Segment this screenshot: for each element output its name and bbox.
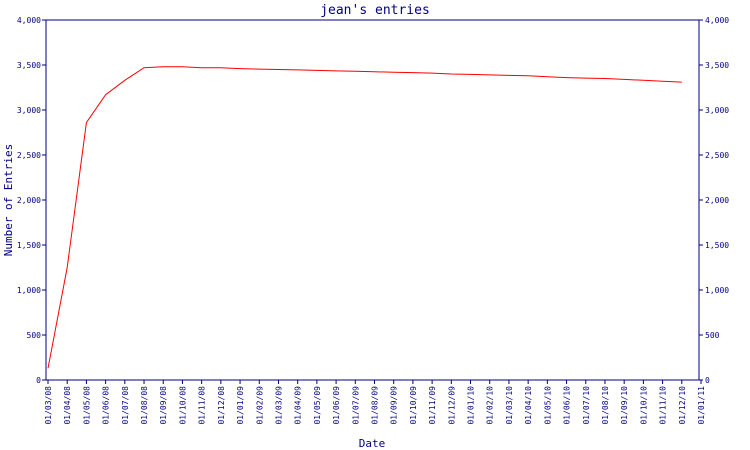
- y-tick-label-left: 2,500: [17, 151, 41, 160]
- x-axis: 01/03/08 01/04/08 01/05/08 01/06/08 01/07/08…: [44, 380, 706, 425]
- x-tick-label: 01/07/09: [351, 386, 360, 425]
- x-tick-label: 01/04/08: [63, 386, 72, 425]
- y-axis-right: 0 500 1,000 1,500 2,000 2,500 3,000 3,500 4,000: [699, 16, 729, 385]
- plot-frame: [45, 19, 700, 381]
- x-tick-label: 01/05/09: [313, 386, 322, 425]
- y-tick-label-left: 3,500: [17, 61, 41, 70]
- x-tick-label: 01/10/09: [409, 386, 418, 425]
- x-tick-label: 01/11/09: [428, 386, 437, 425]
- y-tick-label-right: 1,000: [705, 286, 729, 295]
- x-tick-label: 01/02/10: [486, 386, 495, 425]
- chart-title: jean's entries: [320, 3, 430, 18]
- x-tick-label: 01/03/09: [274, 386, 283, 425]
- x-tick-label: 01/08/08: [140, 386, 149, 425]
- y-tick-label-left: 0: [36, 376, 41, 385]
- x-tick-label: 01/12/10: [678, 386, 687, 425]
- x-tick-label: 01/01/10: [467, 386, 476, 425]
- y-tick-label-right: 3,000: [705, 106, 729, 115]
- x-tick-label: 01/03/08: [44, 386, 53, 425]
- x-tick-label: 01/03/10: [505, 386, 514, 425]
- x-tick-label: 01/06/08: [102, 386, 111, 425]
- x-tick-label: 01/02/09: [255, 386, 264, 425]
- y-tick-label-left: 500: [27, 331, 42, 340]
- x-tick-label: 01/11/08: [198, 386, 207, 425]
- y-axis-left: 0 500 1,000 1,500 2,000 2,500 3,000 3,500 4,000: [17, 16, 46, 385]
- y-tick-label-left: 3,000: [17, 106, 41, 115]
- y-tick-label-right: 1,500: [705, 241, 729, 250]
- y-axis-label: Number of Entries: [2, 144, 15, 257]
- x-tick-label: 01/07/10: [582, 386, 591, 425]
- x-tick-label: 01/08/10: [601, 386, 610, 425]
- series-group: [47, 66, 682, 369]
- x-tick-label: 01/07/08: [121, 386, 130, 425]
- y-tick-label-right: 3,500: [705, 61, 729, 70]
- series-line: [47, 66, 682, 369]
- x-axis-label: Date: [359, 437, 386, 450]
- x-tick-label: 01/10/08: [178, 386, 187, 425]
- x-tick-label: 01/08/09: [371, 386, 380, 425]
- x-tick-label: 01/05/08: [82, 386, 91, 425]
- y-tick-label-right: 2,000: [705, 196, 729, 205]
- x-tick-label: 01/01/09: [236, 386, 245, 425]
- x-tick-label: 01/06/09: [332, 386, 341, 425]
- y-tick-label-right: 500: [705, 331, 720, 340]
- y-tick-label-left: 1,000: [17, 286, 41, 295]
- x-tick-label: 01/09/08: [159, 386, 168, 425]
- y-tick-label-left: 2,000: [17, 196, 41, 205]
- x-tick-label: 01/11/10: [659, 386, 668, 425]
- x-tick-label: 01/05/10: [543, 386, 552, 425]
- x-tick-label: 01/09/09: [390, 386, 399, 425]
- y-tick-label-right: 2,500: [705, 151, 729, 160]
- y-tick-label-left: 4,000: [17, 16, 41, 25]
- y-tick-label-left: 1,500: [17, 241, 41, 250]
- y-tick-label-right: 0: [705, 376, 710, 385]
- x-tick-label: 01/04/09: [294, 386, 303, 425]
- x-tick-label: 01/06/10: [563, 386, 572, 425]
- y-tick-label-right: 4,000: [705, 16, 729, 25]
- x-tick-label: 01/09/10: [620, 386, 629, 425]
- x-tick-label: 01/10/10: [639, 386, 648, 425]
- x-tick-label: 01/12/08: [217, 386, 226, 425]
- x-tick-label: 01/12/09: [447, 386, 456, 425]
- x-tick-label: 01/01/11: [697, 386, 706, 425]
- x-tick-label: 01/04/10: [524, 386, 533, 425]
